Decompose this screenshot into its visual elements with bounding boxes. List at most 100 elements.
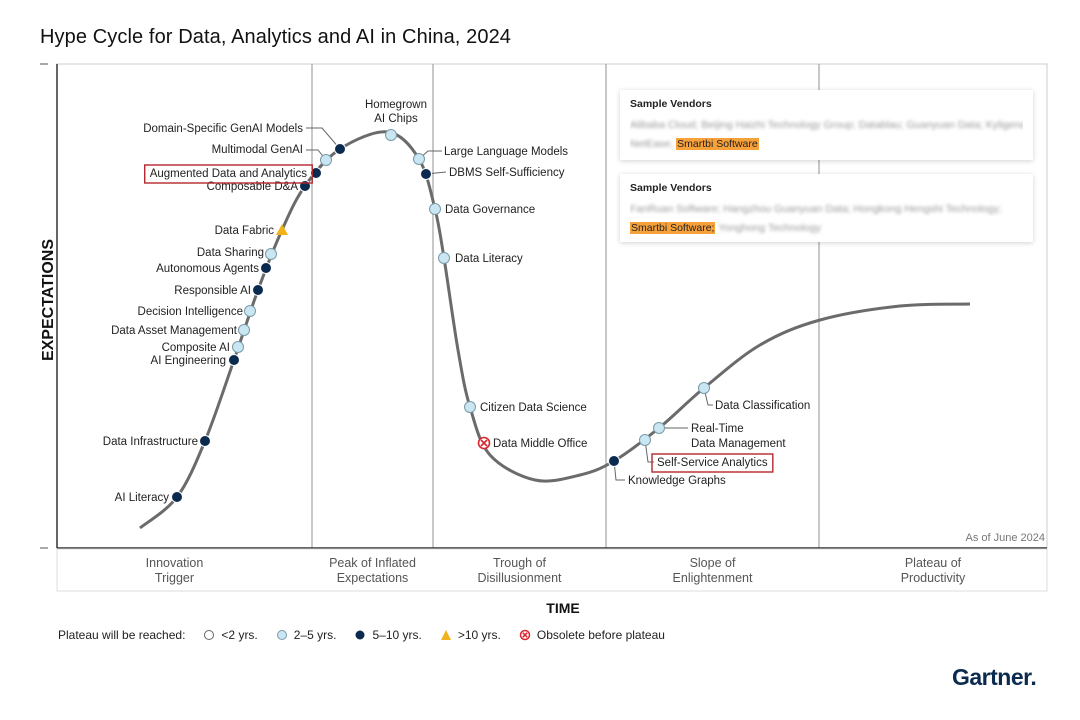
- phase-label: Productivity: [901, 571, 966, 585]
- marker-2-5-years: [438, 252, 450, 264]
- legend-label: 2–5 yrs.: [293, 628, 337, 642]
- technology-point: Decision Intelligence: [138, 305, 256, 318]
- marker-5-10-years: [171, 491, 183, 503]
- technology-label: Domain-Specific GenAI Models: [143, 123, 303, 135]
- marker-2-5-years: [413, 153, 425, 165]
- legend-label: >10 yrs.: [457, 628, 501, 642]
- marker-5-10-years: [260, 262, 272, 274]
- technology-point: Data Literacy: [438, 252, 523, 265]
- phase-label: Trough of: [493, 556, 547, 570]
- technology-point: Data Asset Management: [111, 324, 250, 337]
- legend-item-obsolete: Obsolete before plateau: [519, 628, 665, 642]
- leader-line: [613, 460, 625, 481]
- technology-label: Responsible AI: [174, 285, 251, 297]
- technology-label: Citizen Data Science: [480, 402, 587, 414]
- technology-label: Data Classification: [715, 400, 810, 412]
- vendor-highlight: Smartbi Software;: [630, 222, 716, 234]
- vendor-box-heading: Sample Vendors: [630, 98, 712, 110]
- technology-label: Large Language Models: [444, 146, 568, 158]
- marker-5-10-years: [608, 455, 620, 467]
- legend-label: Obsolete before plateau: [536, 628, 665, 642]
- vendor-highlight: Smartbi Software: [676, 138, 759, 150]
- marker-5-10-years: [310, 167, 322, 179]
- technology-point: DBMS Self-Sufficiency: [420, 167, 565, 180]
- technology-label: Data Asset Management: [111, 325, 238, 337]
- phase-strip: [56, 548, 1048, 592]
- marker-5-10-years: [334, 143, 346, 155]
- marker-2-5-years: [244, 305, 256, 317]
- technology-label: Data Governance: [445, 204, 535, 216]
- phase-label: Enlightenment: [673, 571, 753, 585]
- technology-point: Data Middle Office: [477, 436, 587, 450]
- as-of-date: As of June 2024: [965, 532, 1045, 544]
- technology-label: Self-Service Analytics: [657, 457, 768, 469]
- marker-2-5-years: [464, 401, 476, 413]
- technology-label: Data Sharing: [197, 247, 264, 259]
- marker-2-5-years: [232, 341, 244, 353]
- technology-point: Data Fabric: [215, 224, 288, 237]
- marker-2-5-years: [639, 434, 651, 446]
- marker-2-5-years: [265, 248, 277, 260]
- technology-label: Data Middle Office: [493, 438, 587, 450]
- technology-label: Data Literacy: [455, 253, 523, 265]
- vendor-box-2: Sample Vendors FanRuan Software; Hangzho…: [620, 174, 1033, 242]
- technology-label: AI Chips: [374, 113, 418, 125]
- technology-label: Decision Intelligence: [138, 306, 243, 318]
- technology-point: Homegrown AI Chips: [365, 99, 427, 141]
- technology-point: Data Governance: [429, 203, 535, 216]
- technology-label: Augmented Data and Analytics: [150, 168, 308, 180]
- marker-2-5-years: [429, 203, 441, 215]
- marker-2-5-years: [653, 422, 665, 434]
- marker-2-5-years: [320, 154, 332, 166]
- marker-5-10-years: [199, 435, 211, 447]
- technology-point: Self-Service Analytics: [639, 434, 774, 473]
- highlight-box: [651, 453, 774, 473]
- phase-label: Innovation: [146, 556, 204, 570]
- legend-label: 5–10 yrs.: [372, 628, 422, 642]
- vendor-box-heading: Sample Vendors: [630, 182, 712, 194]
- legend-item-2to5: 2–5 yrs.: [276, 628, 337, 642]
- technology-point: AI Engineering: [151, 354, 240, 367]
- technology-point: Data Classification: [698, 382, 810, 412]
- technology-point: Large Language Models: [413, 146, 568, 165]
- vendor-list-blurred: Yonghong Technology: [718, 222, 821, 234]
- technology-point: Composite AI: [162, 341, 244, 354]
- technology-point: Autonomous Agents: [156, 262, 272, 275]
- marker-5-10-years: [228, 354, 240, 366]
- vendor-list-blurred: NetEase;: [630, 138, 674, 150]
- technology-point: Knowledge Graphs: [608, 455, 726, 487]
- phase-label: Slope of: [690, 556, 736, 570]
- technology-point: Citizen Data Science: [464, 401, 587, 414]
- vendor-list-blurred: Alibaba Cloud; Beijing Haizhi Technology…: [630, 119, 1023, 131]
- leader-line: [306, 127, 341, 150]
- technology-label: Composable D&A: [207, 181, 299, 193]
- marker-5-10-years: [252, 284, 264, 296]
- technology-label: DBMS Self-Sufficiency: [449, 167, 565, 179]
- phase-label: Peak of Inflated: [329, 556, 416, 570]
- marker-2-5-years: [385, 129, 397, 141]
- highlight-box: [144, 164, 313, 184]
- technology-label: Data Infrastructure: [103, 436, 198, 448]
- x-axis-label: TIME: [546, 600, 579, 616]
- marker-gt10-years: [276, 224, 288, 235]
- legend: Plateau will be reached: <2 yrs. 2–5 yrs…: [58, 628, 665, 642]
- technology-label: Multimodal GenAI: [212, 144, 303, 156]
- technology-label: AI Engineering: [151, 355, 226, 367]
- legend-label: <2 yrs.: [221, 628, 258, 642]
- technology-point: Data Infrastructure: [103, 435, 211, 448]
- technology-label: Autonomous Agents: [156, 263, 259, 275]
- marker-2-5-years: [238, 324, 250, 336]
- technology-label: Composite AI: [162, 342, 230, 354]
- obsolete-x-icon: [480, 439, 488, 447]
- technology-point: Responsible AI: [174, 284, 264, 297]
- technology-point: Multimodal GenAI: [212, 144, 332, 166]
- legend-title: Plateau will be reached:: [58, 628, 186, 642]
- technology-label: Homegrown: [365, 99, 427, 111]
- gartner-logo: Gartner.: [952, 664, 1037, 690]
- technology-label: AI Literacy: [115, 492, 170, 504]
- phase-label: Plateau of: [905, 556, 962, 570]
- technology-label: Real-Time: [691, 423, 744, 435]
- vendor-box-1: Sample Vendors Alibaba Cloud; Beijing Ha…: [620, 90, 1033, 160]
- technology-label: Knowledge Graphs: [628, 475, 726, 487]
- y-axis-label: EXPECTATIONS: [40, 239, 57, 361]
